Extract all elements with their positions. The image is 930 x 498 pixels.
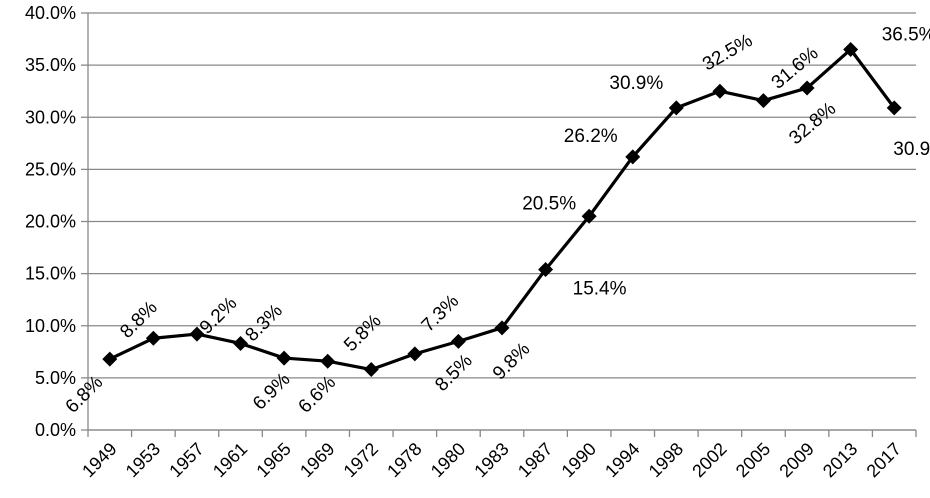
- x-tick-label: 2013: [819, 439, 861, 481]
- data-label: 9.2%: [196, 293, 242, 339]
- data-label: 32.8%: [785, 98, 840, 149]
- data-point-marker: [450, 333, 466, 349]
- x-tick-label: 1957: [165, 439, 207, 481]
- y-tick-label: 25.0%: [25, 159, 76, 179]
- data-label: 8.5%: [431, 350, 477, 396]
- y-tick-label: 15.0%: [25, 264, 76, 284]
- x-axis: 1949 1953 1957 1961 1965 1969 1972 1978 1980 1983…: [78, 429, 917, 481]
- x-tick-label: 1980: [427, 439, 469, 481]
- data-label: 26.2%: [564, 126, 618, 147]
- data-point-marker: [755, 93, 771, 109]
- data-point-marker: [494, 320, 510, 336]
- series-markers: [102, 41, 902, 378]
- data-label: 15.4%: [573, 278, 627, 299]
- x-tick-label: 1969: [296, 439, 338, 481]
- y-tick-label: 0.0%: [35, 420, 76, 440]
- data-label: 30.9%: [609, 73, 663, 94]
- data-point-marker: [363, 362, 379, 378]
- data-point-marker: [145, 330, 161, 346]
- y-tick-label: 35.0%: [25, 55, 76, 75]
- x-tick-label: 1961: [209, 439, 251, 481]
- data-point-marker: [276, 350, 292, 366]
- data-label: 6.6%: [295, 372, 341, 418]
- data-point-marker: [581, 208, 597, 224]
- x-tick-label: 1998: [645, 439, 687, 481]
- x-tick-label: 1953: [122, 439, 164, 481]
- x-tick-label: 2002: [688, 439, 730, 481]
- data-label: 31.6%: [768, 43, 823, 94]
- data-point-marker: [886, 100, 902, 116]
- y-tick-label: 5.0%: [35, 368, 76, 388]
- y-tick-label: 20.0%: [25, 212, 76, 232]
- data-label: 6.9%: [249, 369, 295, 415]
- x-tick-label: 1949: [78, 439, 120, 481]
- y-tick-label: 30.0%: [25, 107, 76, 127]
- data-point-marker: [407, 346, 423, 362]
- data-point-marker: [538, 261, 554, 277]
- data-point-marker: [668, 100, 684, 116]
- x-tick-label: 1965: [252, 439, 294, 481]
- x-tick-label: 2005: [732, 439, 774, 481]
- data-label: 8.3%: [241, 300, 287, 346]
- x-tick-label: 1987: [514, 439, 556, 481]
- data-point-marker: [233, 335, 249, 351]
- data-label: 7.3%: [418, 291, 464, 337]
- x-tick-label: 1994: [601, 439, 643, 481]
- data-point-marker: [320, 353, 336, 369]
- data-label: 36.5%: [882, 25, 930, 46]
- gridlines: [88, 12, 916, 431]
- data-label: 30.9%: [893, 139, 930, 160]
- data-point-marker: [189, 326, 205, 342]
- x-tick-label: 1978: [383, 439, 425, 481]
- data-point-marker: [712, 83, 728, 99]
- data-label: 20.5%: [522, 193, 576, 214]
- x-tick-label: 1990: [558, 439, 600, 481]
- data-label: 5.8%: [340, 310, 386, 356]
- x-tick-label: 1972: [340, 439, 382, 481]
- y-tick-label: 10.0%: [25, 316, 76, 336]
- data-point-marker: [625, 149, 641, 165]
- x-tick-label: 2009: [775, 439, 817, 481]
- data-label: 32.5%: [699, 30, 756, 75]
- data-point-marker: [102, 351, 118, 367]
- x-tick-label: 1983: [470, 439, 512, 481]
- data-point-marker: [843, 41, 859, 57]
- y-axis: 0.0% 5.0% 10.0% 15.0% 20.0% 25.0% 30.0% 35.0% 40…: [25, 3, 89, 440]
- x-tick-label: 2017: [863, 439, 905, 481]
- y-tick-label: 40.0%: [25, 3, 76, 23]
- data-point-marker: [799, 80, 815, 96]
